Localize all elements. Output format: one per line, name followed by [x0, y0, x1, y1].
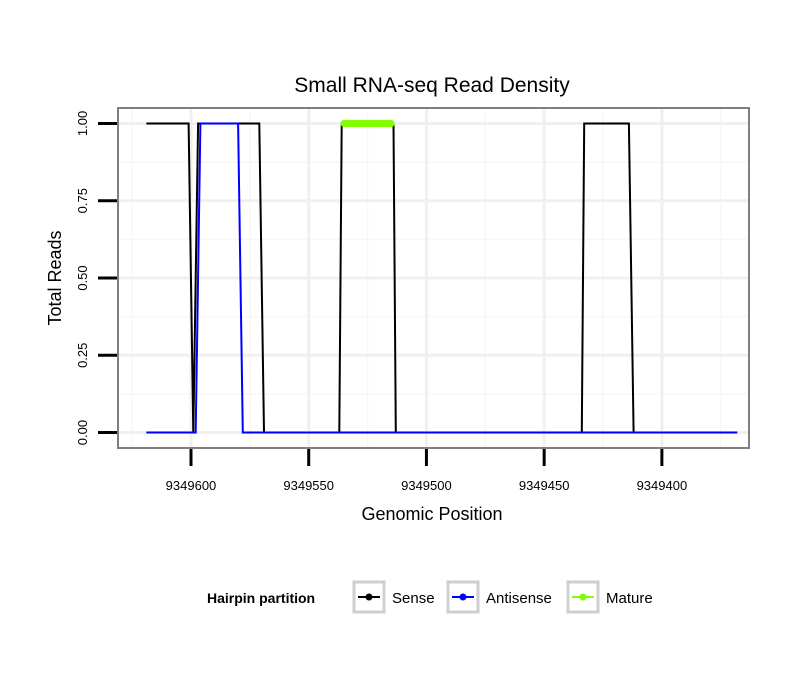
x-tick-label: 9349400: [637, 478, 688, 493]
legend-key-point: [365, 593, 373, 601]
series-line-antisense: [146, 122, 738, 434]
chart-title: Small RNA-seq Read Density: [294, 74, 570, 97]
series-lines: [146, 120, 738, 434]
y-tick-label: 0.75: [75, 188, 90, 213]
x-tick-label: 9349600: [166, 478, 217, 493]
legend-label-antisense: Antisense: [486, 590, 552, 607]
y-tick-label: 0.00: [75, 420, 90, 445]
x-tick-label: 9349500: [401, 478, 452, 493]
legend-label-sense: Sense: [392, 590, 435, 607]
legend-key-point: [579, 593, 587, 601]
plot-border: [117, 107, 750, 449]
y-axis: 0.00 0.25 0.50 0.75 1.00: [75, 111, 117, 445]
x-axis-title: Genomic Position: [361, 504, 502, 524]
legend-title: Hairpin partition: [207, 590, 315, 606]
y-tick-label: 0.50: [75, 265, 90, 290]
y-axis-title: Total Reads: [45, 230, 65, 325]
x-tick-label: 9349550: [283, 478, 334, 493]
x-tick-label: 9349450: [519, 478, 570, 493]
y-tick-label: 0.25: [75, 343, 90, 368]
legend: Hairpin partition Sense Antisense Mature: [207, 580, 653, 614]
y-tick-label: 1.00: [75, 111, 90, 136]
legend-label-mature: Mature: [606, 590, 653, 607]
x-axis: 9349600 9349550 9349500 9349450 9349400: [166, 449, 688, 493]
legend-key-point: [459, 593, 467, 601]
